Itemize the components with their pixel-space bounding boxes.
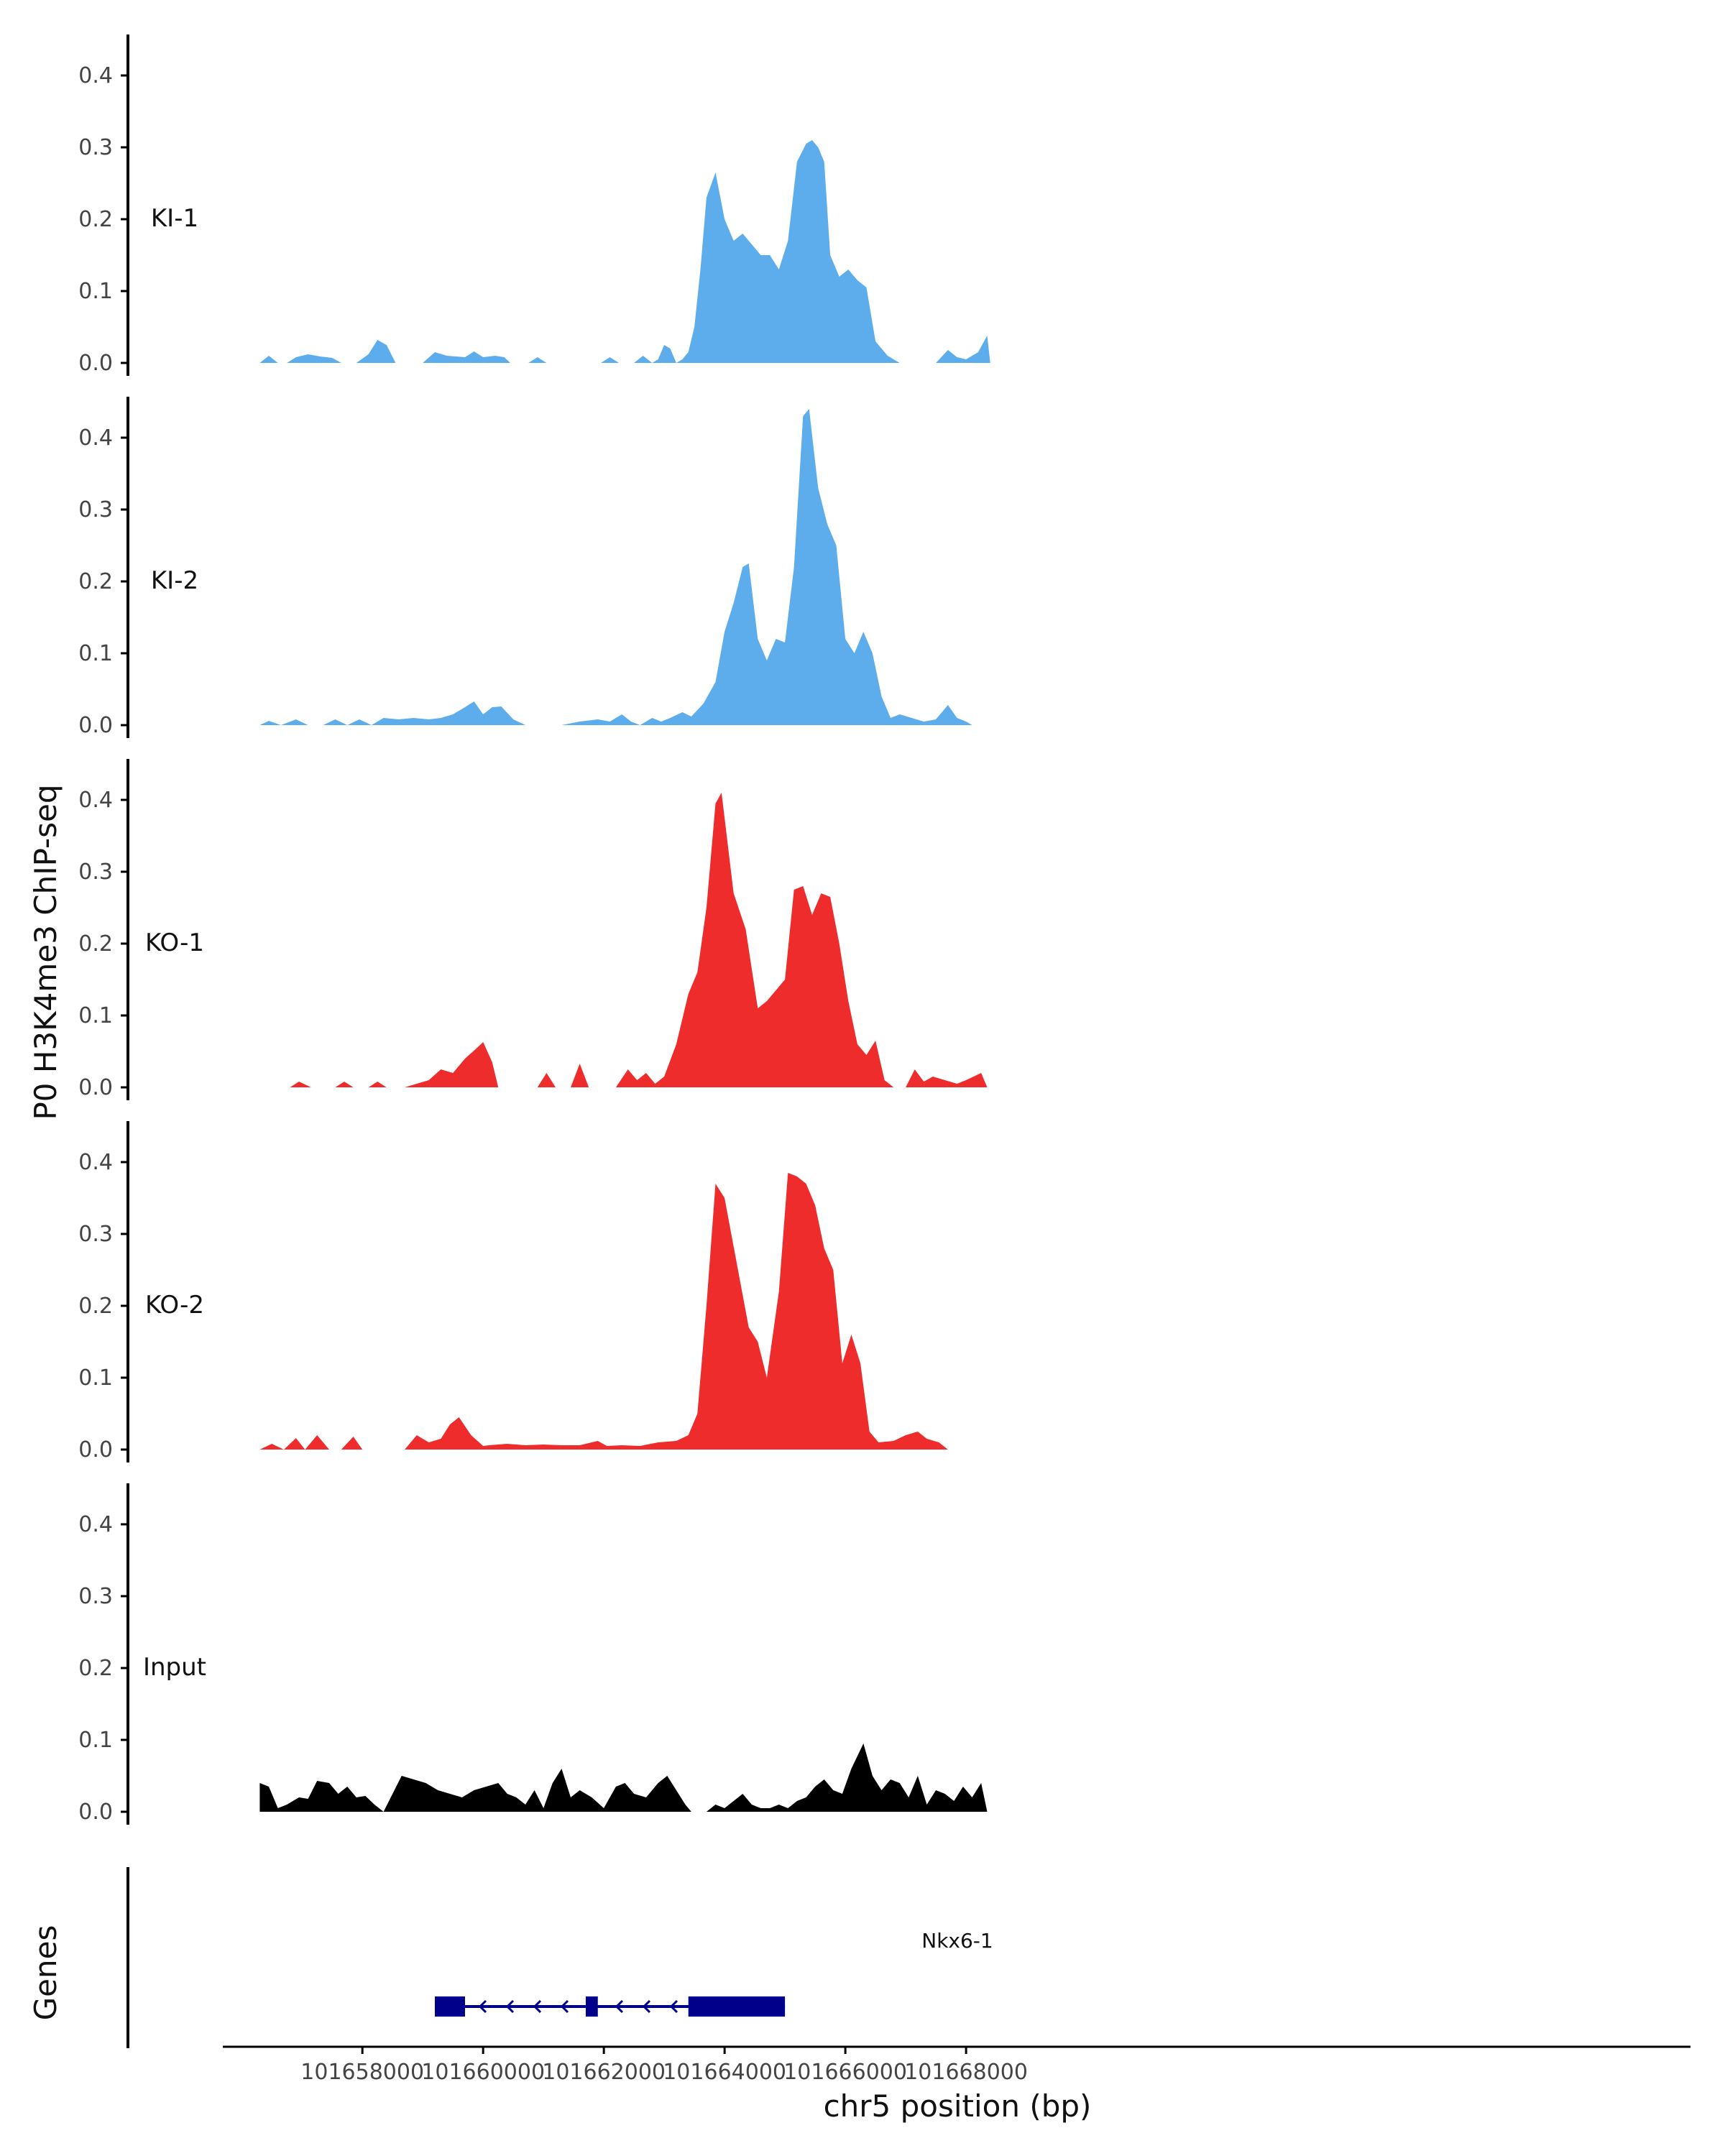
y-tick-label: 0.4 bbox=[78, 1512, 113, 1537]
x-axis-title: chr5 position (bp) bbox=[824, 2088, 1092, 2124]
strand-chevron bbox=[642, 1999, 651, 2014]
y-tick-label: 0.2 bbox=[78, 569, 113, 594]
y-tick-label: 0.1 bbox=[78, 641, 113, 666]
x-tick-label: 101666000 bbox=[783, 2060, 907, 2085]
track-label: KO-1 bbox=[145, 929, 204, 957]
x-tick-label: 101662000 bbox=[542, 2060, 666, 2085]
track-label: KI-1 bbox=[151, 204, 198, 233]
gene-name-label: Nkx6-1 bbox=[921, 1929, 993, 1953]
y-tick-label: 0.0 bbox=[78, 1437, 113, 1462]
y-tick-label: 0.3 bbox=[78, 135, 113, 160]
strand-chevron bbox=[533, 1999, 542, 2014]
y-tick-label: 0.2 bbox=[78, 1656, 113, 1681]
strand-chevron bbox=[669, 1999, 678, 2014]
gene-exon bbox=[585, 1996, 598, 2017]
signal-area-ki-1 bbox=[259, 140, 990, 363]
x-tick-label: 101660000 bbox=[421, 2060, 545, 2085]
y-tick-label: 0.4 bbox=[78, 425, 113, 451]
y-tick-label: 0.4 bbox=[78, 788, 113, 813]
track-ko-2: 0.0 0.1 0.2 0.3 0.4 KO-2 bbox=[78, 1121, 948, 1462]
y-axis-title: P0 H3K4me3 ChIP-seq bbox=[28, 784, 63, 1120]
y-tick-label: 0.1 bbox=[78, 279, 113, 304]
strand-chevron bbox=[560, 1999, 569, 2014]
strand-chevron bbox=[615, 1999, 624, 2014]
x-tick-label: 101668000 bbox=[904, 2060, 1028, 2085]
y-tick-label: 0.1 bbox=[78, 1728, 113, 1753]
track-ko-1: 0.0 0.1 0.2 0.3 0.4 KO-1 bbox=[78, 759, 988, 1100]
y-tick-label: 0.3 bbox=[78, 1584, 113, 1609]
signal-area-ko-2 bbox=[259, 1173, 948, 1450]
track-label: Input bbox=[143, 1653, 206, 1682]
y-tick-label: 0.4 bbox=[78, 1150, 113, 1175]
track-ki-2: 0.0 0.1 0.2 0.3 0.4 KI-2 bbox=[78, 397, 972, 738]
y-tick-label: 0.3 bbox=[78, 497, 113, 522]
y-tick-label: 0.1 bbox=[78, 1365, 113, 1391]
strand-chevron bbox=[478, 1999, 487, 2014]
y-tick-label: 0.0 bbox=[78, 351, 113, 376]
strand-chevron bbox=[505, 1999, 515, 2014]
signal-tracks: 0.00.10.20.30.4KI-10.00.10.20.30.4KI-20.… bbox=[78, 34, 990, 1825]
y-tick-label: 0.0 bbox=[78, 1075, 113, 1100]
x-axis: 1016580001016600001016620001016640001016… bbox=[223, 2045, 1690, 2085]
track-label: KI-2 bbox=[151, 566, 198, 595]
y-tick-label: 0.2 bbox=[78, 1294, 113, 1319]
y-tick-label: 0.4 bbox=[78, 63, 113, 88]
y-tick-label: 0.3 bbox=[78, 1222, 113, 1247]
y-tick-label: 0.0 bbox=[78, 1800, 113, 1825]
x-tick-label: 101664000 bbox=[663, 2060, 786, 2085]
y-tick-label: 0.2 bbox=[78, 207, 113, 232]
gene-exon bbox=[688, 1996, 786, 2017]
track-ki-1: 0.0 0.1 0.2 0.3 0.4 KI-1 bbox=[78, 34, 990, 376]
y-tick-label: 0.3 bbox=[78, 860, 113, 885]
y-tick-label: 0.1 bbox=[78, 1003, 113, 1028]
signal-area-ko-1 bbox=[290, 793, 988, 1087]
signal-area-ki-2 bbox=[259, 409, 972, 725]
gene-exon bbox=[434, 1996, 465, 2017]
track-label: KO-2 bbox=[145, 1291, 204, 1319]
gene-panel: Nkx6-1 bbox=[126, 1867, 993, 2048]
y-tick-label: 0.2 bbox=[78, 931, 113, 957]
signal-area-input bbox=[259, 1743, 988, 1812]
y-tick-label: 0.0 bbox=[78, 713, 113, 738]
genes-axis-title: Genes bbox=[28, 1925, 63, 2021]
track-input: 0.0 0.1 0.2 0.3 0.4 Input bbox=[78, 1483, 988, 1825]
gene-model-nkx6-1 bbox=[434, 1996, 786, 2017]
x-tick-label: 101658000 bbox=[300, 2060, 424, 2085]
